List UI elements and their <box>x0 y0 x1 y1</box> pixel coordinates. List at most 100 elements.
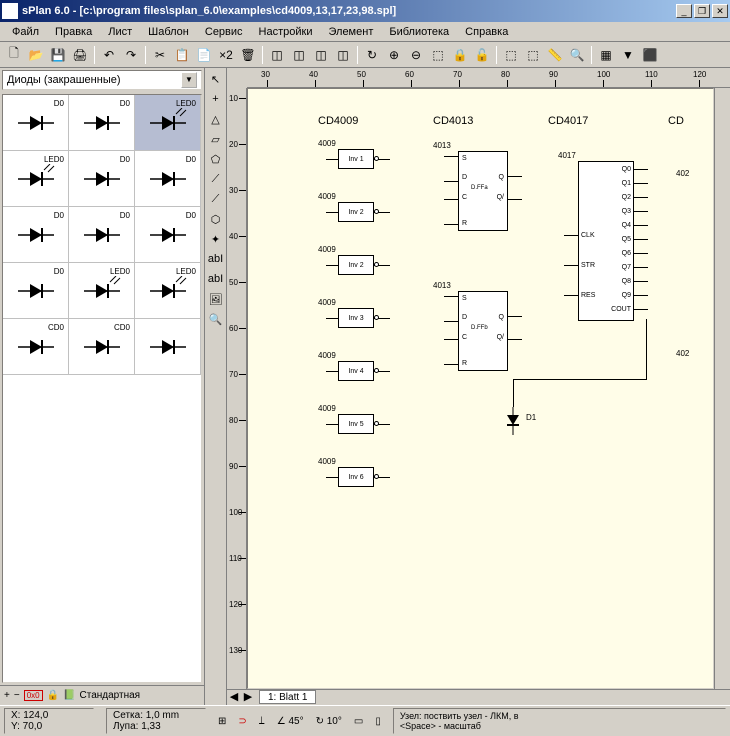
toolbar-btn-8[interactable]: ✂ <box>150 45 170 65</box>
toolbar-btn-22[interactable]: ⬚ <box>428 45 448 65</box>
draw-tool-4[interactable]: ⬠ <box>207 150 225 168</box>
counter-chip[interactable]: Q0Q1Q2Q3Q4Q5Q6Q7Q8Q9COUTCLKSTRRES <box>578 161 634 321</box>
inverter-chip[interactable]: Inv 6 <box>338 467 374 487</box>
inverter-chip[interactable]: Inv 1 <box>338 149 374 169</box>
draw-tool-6[interactable]: ⟋ <box>207 190 225 208</box>
draw-tool-3[interactable]: ▱ <box>207 130 225 148</box>
book-icon[interactable]: 📗 <box>63 690 75 701</box>
draw-tool-9[interactable]: abI <box>207 250 225 268</box>
rect-icon[interactable]: ▭ <box>354 716 363 727</box>
toolbar-btn-0[interactable]: 🗋 <box>4 45 24 65</box>
menu-элемент[interactable]: Элемент <box>320 24 381 40</box>
toolbar-btn-5[interactable]: ↶ <box>99 45 119 65</box>
toolbar-btn-2[interactable]: 💾 <box>48 45 68 65</box>
draw-tool-8[interactable]: ✦ <box>207 230 225 248</box>
toolbar-btn-21[interactable]: ⊖ <box>406 45 426 65</box>
palette-item-12[interactable]: CD0 <box>3 319 69 375</box>
plus-icon[interactable]: + <box>4 690 10 701</box>
menu-справка[interactable]: Справка <box>457 24 516 40</box>
sheet-tab[interactable]: 1: Blatt 1 <box>259 690 316 704</box>
tool-icon[interactable]: ⟘ <box>259 716 265 727</box>
toolbar-btn-29[interactable]: 🔍 <box>567 45 587 65</box>
menu-файл[interactable]: Файл <box>4 24 47 40</box>
toolbar-btn-20[interactable]: ⊕ <box>384 45 404 65</box>
palette-item-11[interactable]: LED0 <box>135 263 201 319</box>
toolbar-btn-11[interactable]: ×2 <box>216 45 236 65</box>
menu-сервис[interactable]: Сервис <box>197 24 251 40</box>
flipflop-chip[interactable]: SDCRQQ/D.FFa <box>458 151 508 231</box>
draw-tool-12[interactable]: 🔍 <box>207 310 225 328</box>
inverter-chip[interactable]: Inv 4 <box>338 361 374 381</box>
toolbar-btn-26[interactable]: ⬚ <box>501 45 521 65</box>
draw-tool-2[interactable]: △ <box>207 110 225 128</box>
inverter-chip[interactable]: Inv 3 <box>338 308 374 328</box>
rect2-icon[interactable]: ▯ <box>375 716 381 727</box>
lock-icon[interactable]: 🔒 <box>47 690 59 701</box>
minimize-button[interactable]: _ <box>676 4 692 18</box>
palette-item-9[interactable]: D0 <box>3 263 69 319</box>
palette-item-3[interactable]: LED0 <box>3 151 69 207</box>
palette-item-10[interactable]: LED0 <box>69 263 135 319</box>
draw-tool-1[interactable]: + <box>207 90 225 108</box>
flipflop-chip[interactable]: SDCRQQ/D.FFb <box>458 291 508 371</box>
restore-button[interactable]: ❐ <box>694 4 710 18</box>
toolbar-btn-23[interactable]: 🔒 <box>450 45 470 65</box>
palette-item-4[interactable]: D0 <box>69 151 135 207</box>
inverter-chip[interactable]: Inv 5 <box>338 414 374 434</box>
toolbar-btn-16[interactable]: ◫ <box>311 45 331 65</box>
draw-tool-7[interactable]: ⬡ <box>207 210 225 228</box>
toolbar-btn-12[interactable]: 🗑 <box>238 45 258 65</box>
chip-header: CD4017 <box>548 115 588 127</box>
toolbar-btn-3[interactable]: 🖨 <box>70 45 90 65</box>
draw-tool-5[interactable]: ⟋ <box>207 170 225 188</box>
toolbar-btn-6[interactable]: ↷ <box>121 45 141 65</box>
palette-item-1[interactable]: D0 <box>69 95 135 151</box>
palette-item-14[interactable] <box>135 319 201 375</box>
palette-item-5[interactable]: D0 <box>135 151 201 207</box>
menu-настройки[interactable]: Настройки <box>251 24 321 40</box>
chip-header: CD4009 <box>318 115 358 127</box>
palette-item-7[interactable]: D0 <box>69 207 135 263</box>
inverter-chip[interactable]: Inv 2 <box>338 255 374 275</box>
diode-symbol[interactable] <box>503 407 523 435</box>
next-sheet-button[interactable]: ▶ <box>241 690 255 705</box>
draw-tool-10[interactable]: abI <box>207 270 225 288</box>
toolbar-btn-19[interactable]: ↻ <box>362 45 382 65</box>
menu-шаблон[interactable]: Шаблон <box>140 24 197 40</box>
palette-item-8[interactable]: D0 <box>135 207 201 263</box>
palette-item-2[interactable]: LED0 <box>135 95 201 151</box>
inverter-chip[interactable]: Inv 2 <box>338 202 374 222</box>
palette-item-0[interactable]: D0 <box>3 95 69 151</box>
toolbar-btn-27[interactable]: ⬚ <box>523 45 543 65</box>
toolbar-btn-15[interactable]: ◫ <box>289 45 309 65</box>
close-button[interactable]: ✕ <box>712 4 728 18</box>
toolbar-btn-9[interactable]: 📋 <box>172 45 192 65</box>
schematic-canvas[interactable]: CD4009CD4013CD4017CDInv 14009Inv 24009In… <box>247 88 714 689</box>
toolbar-btn-24[interactable]: 🔓 <box>472 45 492 65</box>
angle1-label: ∠ 45° <box>277 716 304 727</box>
toolbar-btn-14[interactable]: ◫ <box>267 45 287 65</box>
menu-лист[interactable]: Лист <box>100 24 140 40</box>
draw-tool-0[interactable]: ↖ <box>207 70 225 88</box>
magnet-icon[interactable]: ⊃ <box>238 716 246 727</box>
menu-правка[interactable]: Правка <box>47 24 100 40</box>
draw-tool-11[interactable]: 🖼 <box>207 290 225 308</box>
toolbar-btn-31[interactable]: ▦ <box>596 45 616 65</box>
prev-sheet-button[interactable]: ◀ <box>227 690 241 705</box>
grid-toggle-icon[interactable]: ⊞ <box>218 716 226 727</box>
toolbar-btn-10[interactable]: 📄 <box>194 45 214 65</box>
chevron-down-icon[interactable]: ▼ <box>181 72 197 88</box>
toolbar-btn-28[interactable]: 📏 <box>545 45 565 65</box>
horizontal-scrollbar[interactable]: ◀ ▶ 1: Blatt 1 <box>227 689 730 705</box>
ruler-v-label: 90 <box>229 462 238 471</box>
menu-библиотека[interactable]: Библиотека <box>381 24 457 40</box>
toolbar-btn-17[interactable]: ◫ <box>333 45 353 65</box>
library-selector[interactable]: Диоды (закрашенные) ▼ <box>2 70 202 90</box>
toolbar-btn-33[interactable]: ⬛ <box>640 45 660 65</box>
toolbar-btn-32[interactable]: ▼ <box>618 45 638 65</box>
palette-item-13[interactable]: CD0 <box>69 319 135 375</box>
minus-icon[interactable]: − <box>14 690 20 701</box>
palette-item-6[interactable]: D0 <box>3 207 69 263</box>
vertical-scrollbar[interactable] <box>714 88 730 689</box>
toolbar-btn-1[interactable]: 📂 <box>26 45 46 65</box>
